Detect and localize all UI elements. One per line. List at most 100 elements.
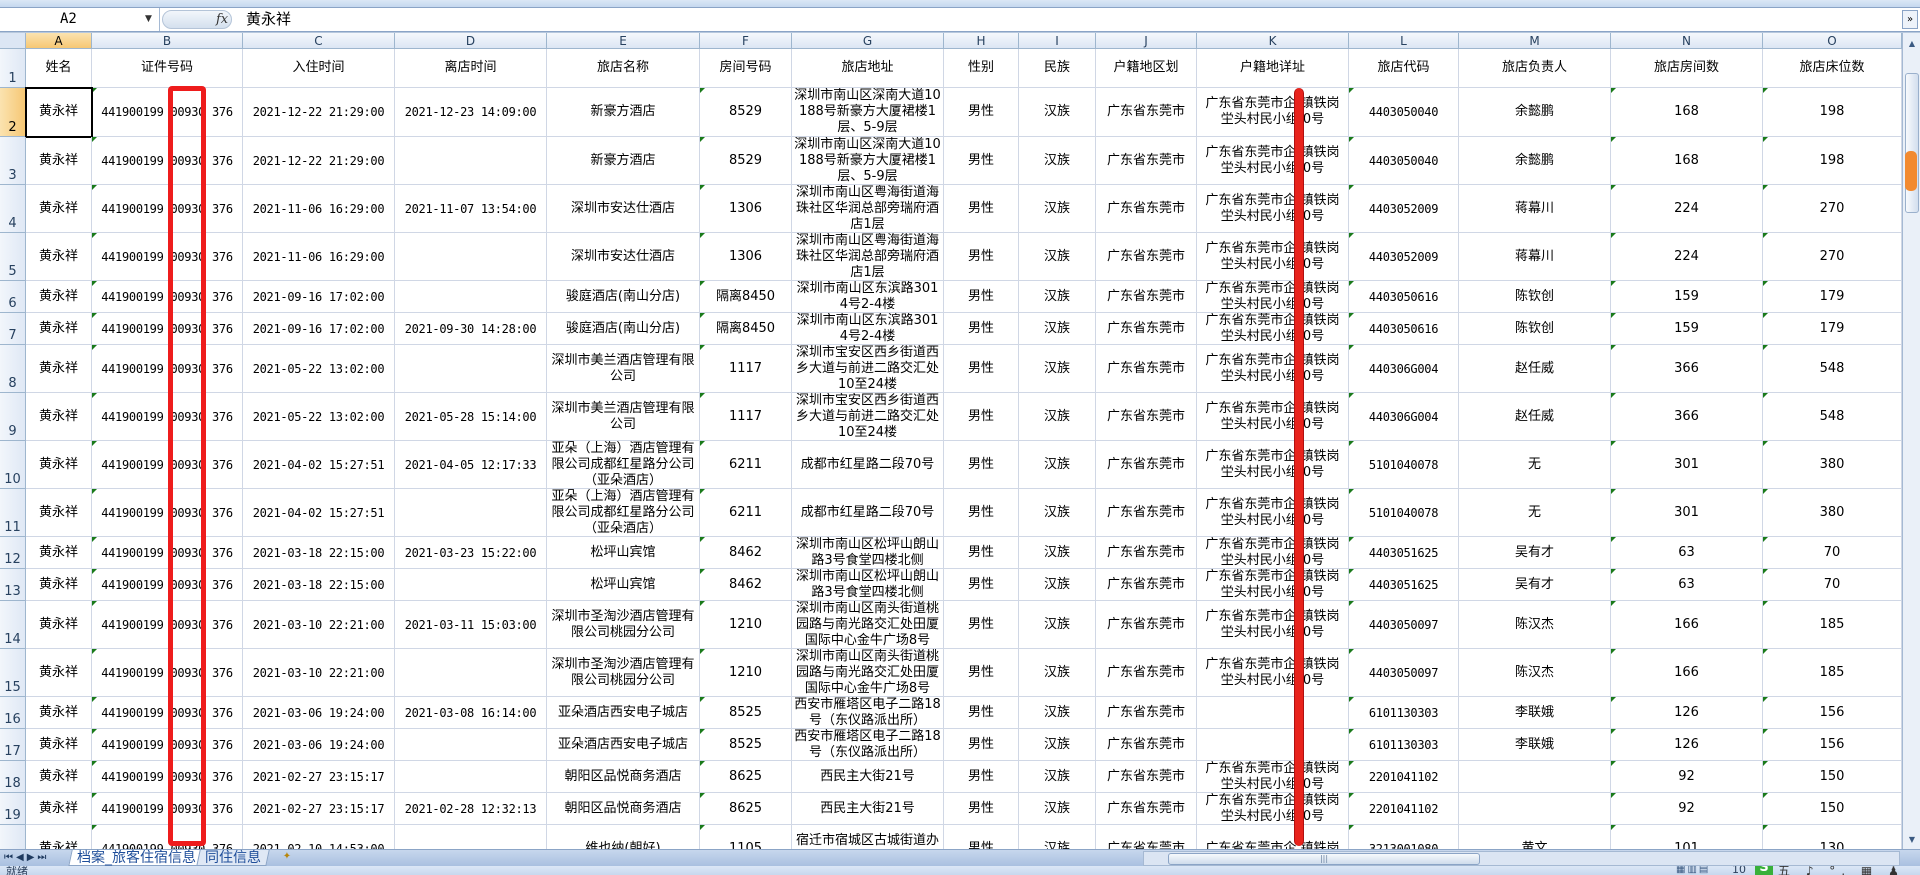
table-cell[interactable]: [395, 345, 547, 393]
name-box[interactable]: A2: [0, 8, 160, 31]
table-cell[interactable]: 4403050616: [1349, 313, 1459, 345]
table-cell[interactable]: 广东省东莞市企 镇铁岗坣头村民小组 0号: [1197, 601, 1349, 649]
table-cell[interactable]: 广东省东莞市: [1096, 537, 1197, 569]
table-cell[interactable]: 2021-12-22 21:29:00: [243, 137, 395, 185]
table-cell[interactable]: 3213001080: [1349, 825, 1459, 849]
table-cell[interactable]: 广东省东莞市: [1096, 313, 1197, 345]
table-cell[interactable]: 男性: [944, 345, 1019, 393]
table-cell[interactable]: 汉族: [1019, 88, 1096, 137]
table-cell[interactable]: 156: [1763, 697, 1902, 729]
table-cell[interactable]: 黄永祥: [26, 281, 92, 313]
table-cell[interactable]: 70: [1763, 537, 1902, 569]
table-cell[interactable]: [395, 233, 547, 281]
table-cell[interactable]: 无: [1459, 489, 1611, 537]
table-cell[interactable]: 汉族: [1019, 313, 1096, 345]
table-cell[interactable]: 深圳市南山区松坪山朗山路3号食堂四楼北侧: [792, 569, 944, 601]
table-cell[interactable]: 广东省东莞市企 镇铁岗坣头村民小组 0号: [1197, 345, 1349, 393]
table-cell[interactable]: 汉族: [1019, 281, 1096, 313]
table-cell[interactable]: 深圳市美兰酒店管理有限公司: [547, 345, 700, 393]
column-header-d[interactable]: D: [395, 33, 547, 49]
table-cell[interactable]: [1459, 761, 1611, 793]
table-cell[interactable]: 赵任威: [1459, 345, 1611, 393]
table-cell[interactable]: 4403052009: [1349, 233, 1459, 281]
table-cell[interactable]: 黄永祥: [26, 345, 92, 393]
table-cell[interactable]: 广东省东莞市企 镇铁岗坣头村民小组 0号: [1197, 313, 1349, 345]
header-cell[interactable]: 入住时间: [243, 49, 395, 88]
table-cell[interactable]: 1105: [700, 825, 792, 849]
table-cell[interactable]: 广东省东莞市企 镇铁岗坣头村民小组 0号: [1197, 537, 1349, 569]
column-header-e[interactable]: E: [547, 33, 700, 49]
table-cell[interactable]: 4403050097: [1349, 649, 1459, 697]
table-cell[interactable]: 441900199 00930 376: [92, 345, 243, 393]
table-cell[interactable]: 8625: [700, 761, 792, 793]
table-cell[interactable]: 广东省东莞市: [1096, 793, 1197, 825]
table-cell[interactable]: 男性: [944, 185, 1019, 233]
row-header[interactable]: 9: [0, 393, 26, 441]
table-cell[interactable]: 广东省东莞市企 镇铁岗坣头村民小组 0号: [1197, 233, 1349, 281]
table-cell[interactable]: [395, 649, 547, 697]
table-cell[interactable]: 松坪山宾馆: [547, 569, 700, 601]
table-cell[interactable]: 441900199 00930 376: [92, 313, 243, 345]
table-cell[interactable]: 440306G004: [1349, 345, 1459, 393]
row-header[interactable]: 13: [0, 569, 26, 601]
table-cell[interactable]: 2021-02-10 14:53:00: [243, 825, 395, 849]
table-cell[interactable]: 男性: [944, 489, 1019, 537]
row-header[interactable]: 15: [0, 649, 26, 697]
ime-logo[interactable]: S: [1755, 866, 1773, 875]
table-cell[interactable]: 蒋幕川: [1459, 185, 1611, 233]
table-cell[interactable]: 广东省东莞市企 镇铁岗坣头村民小组 0号: [1197, 88, 1349, 137]
table-cell[interactable]: 2201041102: [1349, 793, 1459, 825]
table-cell[interactable]: 92: [1611, 793, 1763, 825]
header-cell[interactable]: 旅店负责人: [1459, 49, 1611, 88]
table-cell[interactable]: 2021-05-28 15:14:00: [395, 393, 547, 441]
sheet-tab-cohabitants[interactable]: 同住信息: [196, 850, 270, 866]
table-cell[interactable]: 男性: [944, 233, 1019, 281]
table-cell[interactable]: 441900199 00930 376: [92, 185, 243, 233]
table-cell[interactable]: 441900199 00930 376: [92, 793, 243, 825]
formula-input[interactable]: 黄永祥: [246, 10, 292, 28]
table-cell[interactable]: 441900199 00930 376: [92, 729, 243, 761]
table-cell[interactable]: 松坪山宾馆: [547, 537, 700, 569]
table-cell[interactable]: 2021-02-28 12:32:13: [395, 793, 547, 825]
header-cell[interactable]: 户籍地详址: [1197, 49, 1349, 88]
table-cell[interactable]: 吴有才: [1459, 569, 1611, 601]
table-cell[interactable]: 168: [1611, 88, 1763, 137]
table-cell[interactable]: 骏庭酒店(南山分店): [547, 281, 700, 313]
table-cell[interactable]: 380: [1763, 441, 1902, 489]
table-cell[interactable]: 1210: [700, 649, 792, 697]
table-cell[interactable]: 2021-03-23 15:22:00: [395, 537, 547, 569]
table-cell[interactable]: 骏庭酒店(南山分店): [547, 313, 700, 345]
header-cell[interactable]: 旅店地址: [792, 49, 944, 88]
table-cell[interactable]: 441900199 00930 376: [92, 137, 243, 185]
table-cell[interactable]: 548: [1763, 345, 1902, 393]
table-cell[interactable]: 4403050616: [1349, 281, 1459, 313]
table-cell[interactable]: 广东省东莞市企 镇铁岗坣头村民小组 0号: [1197, 185, 1349, 233]
row-header[interactable]: 16: [0, 697, 26, 729]
table-cell[interactable]: [395, 489, 547, 537]
table-cell[interactable]: 黄永祥: [26, 88, 92, 137]
table-cell[interactable]: 深圳市南山区东滨路3014号2-4楼: [792, 281, 944, 313]
insert-function-icon[interactable]: fx: [216, 12, 229, 27]
table-cell[interactable]: 63: [1611, 537, 1763, 569]
table-cell[interactable]: 男性: [944, 793, 1019, 825]
table-cell[interactable]: 深圳市圣淘沙酒店管理有限公司桃园分公司: [547, 601, 700, 649]
column-header-n[interactable]: N: [1611, 33, 1763, 49]
table-cell[interactable]: 1210: [700, 601, 792, 649]
table-cell[interactable]: 男性: [944, 697, 1019, 729]
table-cell[interactable]: 2021-03-06 19:24:00: [243, 729, 395, 761]
row-header[interactable]: 8: [0, 345, 26, 393]
column-header-o[interactable]: O: [1763, 33, 1902, 49]
table-cell[interactable]: 广东省东莞市: [1096, 601, 1197, 649]
column-header-f[interactable]: F: [700, 33, 792, 49]
table-cell[interactable]: 黄永祥: [26, 649, 92, 697]
table-cell[interactable]: [395, 569, 547, 601]
table-cell[interactable]: 深圳市宝安区西乡街道西乡大道与前进二路交汇处10至24楼: [792, 345, 944, 393]
table-cell[interactable]: 汉族: [1019, 729, 1096, 761]
table-cell[interactable]: 蒋幕川: [1459, 233, 1611, 281]
table-cell[interactable]: 黄永祥: [26, 393, 92, 441]
table-cell[interactable]: 126: [1611, 697, 1763, 729]
table-cell[interactable]: 亚朵酒店西安电子城店: [547, 697, 700, 729]
table-cell[interactable]: [1459, 793, 1611, 825]
table-cell[interactable]: 2021-11-07 13:54:00: [395, 185, 547, 233]
column-header-m[interactable]: M: [1459, 33, 1611, 49]
